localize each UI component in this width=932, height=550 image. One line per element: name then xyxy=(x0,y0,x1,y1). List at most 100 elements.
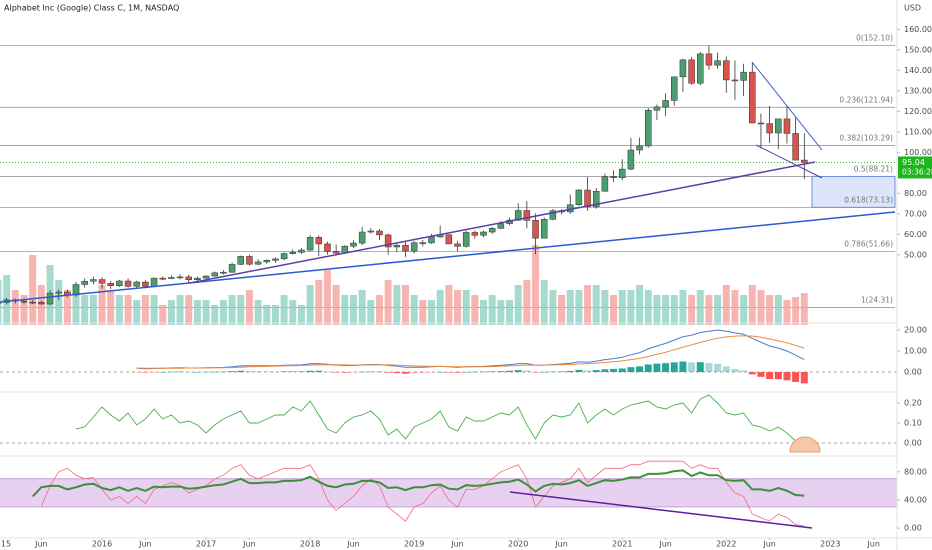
fib-label: 0.618(73.13) xyxy=(844,195,893,204)
x-tick-label: 2019 xyxy=(404,540,424,549)
candle-body xyxy=(332,251,340,254)
candle-body xyxy=(480,231,487,236)
oscillator-line xyxy=(75,394,805,444)
y-tick-label: 150.00 xyxy=(904,45,932,54)
macd-histogram-bar xyxy=(523,370,531,373)
macd-histogram-bar xyxy=(462,372,470,373)
candle-body xyxy=(90,279,97,282)
y-tick-label: 60.00 xyxy=(904,230,927,239)
volume-bar xyxy=(696,290,704,325)
macd-histogram-bar xyxy=(306,370,314,373)
volume-bar xyxy=(506,300,514,325)
candle-body xyxy=(124,280,132,287)
macd-histogram-bar xyxy=(549,371,557,373)
candle-body xyxy=(194,277,201,281)
macd-histogram-bar xyxy=(141,372,149,373)
y-tick-label: 0.00 xyxy=(904,439,922,448)
volume-bar xyxy=(679,290,687,325)
x-tick-label: Jun xyxy=(866,540,880,549)
candle-body xyxy=(55,291,62,294)
y-tick-label: 0.10 xyxy=(904,419,922,428)
volume-bar xyxy=(167,300,175,325)
macd-histogram-bar xyxy=(185,372,193,373)
volume-bar xyxy=(141,295,149,325)
volume-bar xyxy=(471,295,479,325)
y-tick-label: 20.00 xyxy=(904,325,927,334)
macd-histogram-bar xyxy=(159,372,167,373)
trend-line xyxy=(509,491,813,529)
candle-body xyxy=(445,234,453,245)
volume-bar xyxy=(480,300,488,325)
fib-label: 0.382(103.29) xyxy=(839,134,893,143)
macd-histogram-bar xyxy=(740,370,748,373)
volume-bar xyxy=(514,285,522,325)
candle-body xyxy=(81,280,88,285)
candle-body xyxy=(671,76,678,101)
candle-body xyxy=(150,277,158,287)
volume-bar xyxy=(662,295,670,325)
macd-histogram-bar xyxy=(150,372,158,373)
volume-bar xyxy=(722,285,730,325)
candle-body xyxy=(549,210,557,220)
fast-line xyxy=(40,460,805,527)
macd-histogram-bar xyxy=(410,372,418,374)
macd-histogram-bar xyxy=(263,371,271,373)
macd-histogram-bar xyxy=(688,362,696,373)
candle-body xyxy=(133,281,140,287)
volume-bar xyxy=(341,295,349,325)
candle-body xyxy=(367,230,375,233)
macd-histogram-bar xyxy=(349,372,357,373)
macd-histogram-bar xyxy=(480,371,488,373)
x-tick-label: 2017 xyxy=(196,540,216,549)
volume-bar xyxy=(610,295,618,325)
y-tick-label: 0.20 xyxy=(904,399,922,408)
volume-bar xyxy=(462,290,470,325)
macd-histogram-bar xyxy=(514,370,522,373)
macd-histogram-bar xyxy=(315,370,323,373)
volume-bar xyxy=(176,295,184,325)
y-tick-label: 40.00 xyxy=(904,495,927,504)
macd-histogram-bar xyxy=(714,363,722,373)
candle-body xyxy=(688,59,695,84)
candle-body xyxy=(783,118,791,134)
candle-body xyxy=(731,79,739,82)
candle-body xyxy=(584,189,591,207)
volume-bar xyxy=(297,305,305,325)
candle-body xyxy=(723,60,730,81)
macd-histogram-bar xyxy=(471,371,479,373)
candle-body xyxy=(532,220,539,239)
candle-body xyxy=(679,59,687,78)
volume-bar xyxy=(419,300,427,325)
macd-histogram-bar xyxy=(219,371,227,373)
volume-bar xyxy=(289,300,297,325)
volume-bar xyxy=(133,300,141,325)
macd-histogram-bar xyxy=(670,362,678,373)
macd-histogram-bar xyxy=(254,371,262,373)
volume-bar xyxy=(280,295,288,325)
macd-histogram-bar xyxy=(636,366,644,373)
volume-bar xyxy=(228,295,236,325)
candle-body xyxy=(142,281,149,287)
macd-histogram-bar xyxy=(436,372,444,373)
x-tick-label: Jun xyxy=(554,540,568,549)
chart-title: Alphabet Inc (Google) Class C, 1M, NASDA… xyxy=(4,4,179,13)
candle-body xyxy=(358,231,366,244)
candle-body xyxy=(697,53,704,84)
volume-bar xyxy=(332,285,340,325)
fib-label: 0(152.10) xyxy=(856,34,893,43)
y-tick-label: 80.00 xyxy=(904,189,927,198)
volume-bar xyxy=(358,290,366,325)
y-tick-label: 130.00 xyxy=(904,86,932,95)
volume-bar xyxy=(393,285,401,325)
volume-bar xyxy=(800,293,808,325)
x-tick-label: Jun xyxy=(450,540,464,549)
candle-body xyxy=(202,275,210,279)
volume-bar xyxy=(627,290,635,325)
macd-histogram-bar xyxy=(627,367,635,373)
macd-histogram-bar xyxy=(757,372,765,377)
volume-bar xyxy=(271,305,279,325)
candle-body xyxy=(289,252,297,254)
candle-body xyxy=(0,302,2,304)
candle-body xyxy=(601,176,609,192)
x-tick-label: Jun xyxy=(762,540,776,549)
